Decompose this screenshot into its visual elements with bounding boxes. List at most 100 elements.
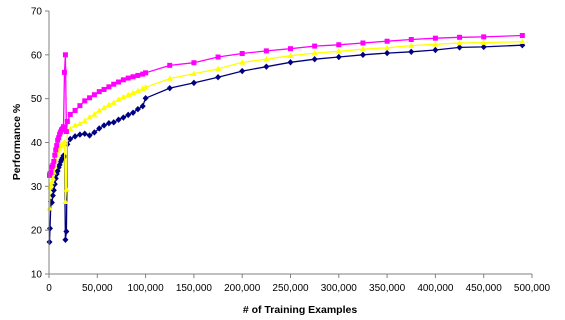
y-tick-label: 10	[31, 270, 43, 281]
x-axis-title: # of Training Examples	[243, 304, 358, 316]
data-point	[76, 131, 83, 138]
data-point	[239, 51, 245, 57]
data-point	[54, 167, 61, 175]
data-point	[140, 71, 146, 77]
data-point	[166, 75, 173, 81]
data-point	[81, 117, 88, 124]
data-point	[125, 75, 131, 81]
data-point	[311, 56, 318, 63]
data-point	[135, 72, 141, 78]
data-point	[72, 108, 78, 114]
data-point	[60, 124, 66, 130]
data-point	[263, 63, 270, 70]
data-point	[143, 70, 149, 76]
data-point	[62, 236, 69, 244]
data-point	[142, 84, 149, 90]
data-point	[52, 175, 59, 182]
y-tick-label: 50	[31, 94, 43, 105]
data-point	[63, 228, 70, 235]
data-point	[55, 137, 61, 143]
data-point	[432, 41, 439, 47]
data-point	[130, 74, 136, 80]
x-tick-label: 50,000	[82, 283, 113, 294]
data-point	[50, 162, 56, 168]
data-point	[120, 77, 126, 83]
data-point	[87, 95, 93, 101]
data-point	[125, 91, 132, 98]
data-point	[311, 49, 318, 56]
data-point	[63, 186, 70, 192]
x-tick-label: 100,000	[128, 283, 165, 294]
data-point	[81, 130, 88, 137]
data-point	[49, 192, 56, 199]
data-point	[101, 86, 107, 92]
data-point	[384, 44, 391, 51]
data-point	[457, 34, 463, 40]
y-tick-label: 60	[31, 50, 43, 61]
data-point	[360, 40, 366, 46]
data-point	[52, 152, 58, 158]
data-point	[116, 79, 122, 85]
data-point	[480, 39, 487, 45]
x-tick-label: 150,000	[176, 283, 213, 294]
data-point	[115, 96, 122, 102]
x-tick-label: 300,000	[321, 283, 358, 294]
data-point	[359, 51, 366, 59]
data-point	[96, 125, 103, 132]
data-point	[215, 73, 222, 81]
data-point	[519, 38, 526, 44]
data-point	[61, 139, 68, 145]
data-point	[72, 122, 79, 128]
data-point	[191, 60, 197, 66]
data-point	[288, 46, 293, 52]
data-point	[56, 135, 62, 141]
data-point	[481, 34, 487, 40]
data-point	[54, 143, 60, 149]
data-point	[53, 170, 60, 178]
data-point	[456, 39, 463, 46]
data-point	[263, 56, 270, 62]
data-point	[101, 122, 108, 129]
data-point	[67, 111, 73, 117]
series-square	[46, 33, 525, 178]
data-point	[384, 38, 390, 44]
data-point	[91, 92, 97, 98]
data-point	[139, 102, 146, 110]
data-point	[456, 44, 463, 51]
data-point	[239, 59, 246, 65]
y-axis-title: Performance %	[11, 103, 23, 180]
data-point	[115, 116, 122, 123]
data-point	[110, 119, 117, 126]
data-point	[96, 107, 103, 113]
data-point	[46, 225, 53, 232]
x-tick-label: 0	[46, 283, 52, 294]
series-diamond	[46, 41, 526, 246]
data-point	[519, 33, 525, 39]
data-point	[51, 158, 57, 164]
data-point	[287, 52, 294, 59]
data-point	[432, 35, 438, 41]
data-point	[287, 59, 294, 66]
data-point	[96, 89, 102, 95]
data-point	[48, 178, 55, 185]
data-point	[105, 101, 112, 108]
data-point	[335, 48, 342, 54]
data-point	[49, 174, 56, 181]
data-point	[120, 93, 127, 100]
data-point	[384, 49, 391, 57]
data-point	[76, 120, 83, 126]
x-tick-label: 500,000	[514, 283, 551, 294]
data-point	[86, 132, 93, 139]
data-point	[125, 111, 132, 119]
data-point	[62, 198, 69, 204]
data-point	[312, 43, 318, 49]
series-line	[48, 44, 523, 243]
data-point	[239, 67, 246, 75]
data-point	[82, 98, 88, 104]
data-point	[62, 52, 68, 58]
data-point	[105, 120, 112, 127]
x-tick-label: 250,000	[272, 283, 309, 294]
series-triangle	[46, 38, 526, 211]
data-point	[408, 48, 415, 55]
x-axis-ticks: 0 50,000 100,000 150,000 200,000 250,000 300,0…	[46, 274, 551, 294]
